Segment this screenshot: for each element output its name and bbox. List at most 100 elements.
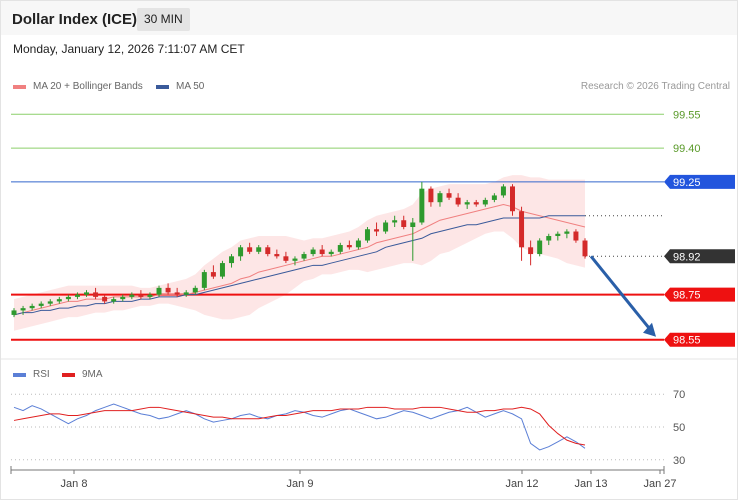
level-tag-bg	[664, 287, 735, 302]
bollinger-band	[14, 175, 585, 331]
candle-body	[147, 294, 153, 297]
x-tick-label: Jan 12	[505, 478, 538, 490]
candle-body	[301, 254, 307, 259]
candle-body	[519, 211, 525, 248]
candle-body	[219, 263, 225, 277]
legend-ma20: MA 20 + Bollinger Bands	[13, 81, 143, 92]
level-tag-bg	[664, 174, 735, 189]
x-tick-label: Jan 8	[61, 478, 88, 490]
candle-body	[383, 222, 389, 232]
candle-body	[546, 236, 552, 241]
candle-body	[582, 240, 588, 257]
candle-body	[265, 247, 271, 255]
candle-body	[464, 202, 470, 205]
candle-body	[210, 272, 216, 277]
candle-body	[20, 308, 26, 311]
rsi-label: RSI	[33, 369, 50, 380]
candle-body	[283, 256, 289, 261]
ma50-label: MA 50	[176, 81, 205, 92]
candle-body	[74, 294, 80, 297]
candle-body	[500, 186, 506, 196]
candle-body	[102, 296, 108, 302]
candle-body	[56, 299, 62, 302]
legend-rsi: RSI	[13, 369, 50, 380]
candle-body	[401, 220, 407, 227]
candle-body	[183, 292, 189, 295]
legend-9ma: 9MA	[62, 369, 103, 380]
level-label: 98.92	[673, 251, 701, 263]
candle-body	[47, 301, 53, 304]
candle-body	[564, 231, 570, 234]
candle-body	[38, 303, 44, 306]
candle-body	[247, 247, 253, 252]
price-level-tag: 98.75	[664, 287, 735, 302]
instrument-title: Dollar Index (ICE)	[12, 11, 138, 28]
x-tick-label: Jan 9	[287, 478, 314, 490]
candle-body	[156, 287, 162, 295]
candle-body	[11, 310, 17, 315]
arrow-head	[643, 322, 656, 337]
price-level-tag: 99.55	[673, 109, 701, 121]
level-label: 98.75	[673, 290, 701, 302]
credit-text: Research © 2026 Trading Central	[580, 81, 730, 92]
ma20-label: MA 20 + Bollinger Bands	[33, 81, 143, 92]
candle-body	[120, 296, 126, 300]
price-level-tag: 98.55	[664, 332, 735, 347]
candle-body	[509, 186, 515, 212]
level-label: 99.40	[673, 143, 701, 155]
candle-body	[528, 247, 534, 255]
candle-body	[65, 296, 71, 300]
timeframe-badge[interactable]: 30 MIN	[137, 8, 190, 31]
candle-body	[364, 229, 370, 241]
rsi-tick-label: 50	[673, 422, 685, 434]
ma9-swatch	[62, 372, 75, 377]
candle-body	[537, 240, 543, 255]
candle-body	[256, 247, 262, 252]
candle-body	[29, 305, 35, 309]
candle-body	[310, 249, 316, 255]
candle-body	[138, 294, 144, 297]
rsi-ma-line	[13, 406, 586, 446]
price-level-tag: 98.92	[664, 249, 735, 264]
candle-body	[328, 251, 334, 255]
candle-body	[419, 188, 425, 223]
level-tag-bg	[664, 332, 735, 347]
projection-arrow	[589, 255, 654, 333]
level-label: 99.55	[673, 109, 701, 121]
candle-body	[374, 229, 380, 232]
candle-body	[573, 231, 579, 241]
ma20-line	[13, 203, 586, 316]
candle-body	[165, 287, 171, 293]
candle-body	[337, 245, 343, 252]
candle-body	[428, 188, 434, 203]
level-label: 98.55	[673, 335, 701, 347]
ma20-swatch	[13, 84, 26, 89]
candle-body	[491, 195, 497, 200]
candle-body	[437, 193, 443, 203]
candle-body	[129, 294, 135, 297]
candle-body	[473, 202, 479, 205]
price-level-tag: 99.25	[664, 174, 735, 189]
x-tick-label: Jan 27	[643, 478, 676, 490]
candle-body	[555, 233, 561, 237]
chart-header: Dollar Index (ICE) 30 MIN	[1, 1, 737, 35]
ma50-swatch	[156, 84, 169, 89]
ma9-label: 9MA	[82, 369, 103, 380]
level-tag-bg	[664, 249, 735, 264]
candle-body	[319, 249, 325, 255]
candle-body	[238, 247, 244, 257]
rsi-line	[13, 403, 586, 451]
candle-body	[192, 287, 198, 293]
timestamp: Monday, January 12, 2026 7:11:07 AM CET	[13, 42, 245, 56]
legend-ma50: MA 50	[156, 81, 204, 92]
candle-body	[392, 220, 398, 223]
candle-body	[446, 193, 452, 198]
rsi-tick-label: 70	[673, 389, 685, 401]
ma50-line	[13, 215, 585, 316]
candle-body	[274, 254, 280, 257]
candle-body	[410, 222, 416, 227]
candle-body	[84, 292, 90, 295]
candle-body	[355, 240, 361, 248]
candle-body	[111, 299, 117, 302]
